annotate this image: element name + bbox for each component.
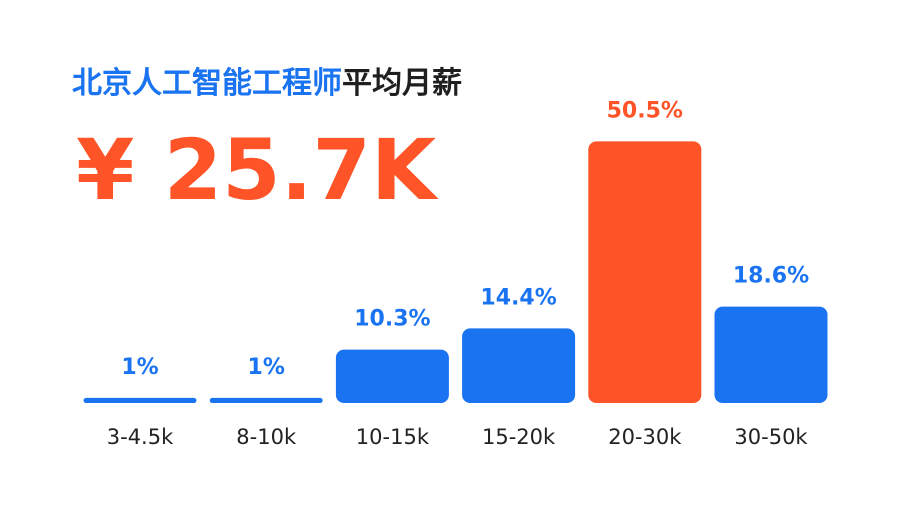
- value-label: 1%: [248, 355, 285, 380]
- bar: [588, 141, 702, 403]
- chart-title: 北京人工智能工程师平均月薪: [72, 66, 462, 101]
- headline: ¥ 25.7K: [76, 121, 439, 219]
- bar: [714, 306, 828, 403]
- x-tick-label: 30-50k: [734, 425, 808, 449]
- value-label: 50.5%: [607, 98, 683, 123]
- x-tick-label: 15-20k: [482, 425, 556, 449]
- bar: [335, 349, 449, 403]
- x-tick-label: 3-4.5k: [107, 425, 174, 449]
- x-tick-label: 8-10k: [236, 425, 297, 449]
- value-label: 14.4%: [480, 285, 556, 310]
- value-label: 1%: [121, 355, 158, 380]
- value-label: 10.3%: [354, 307, 430, 332]
- x-tick-label: 10-15k: [356, 425, 430, 449]
- title-part: 平均月薪: [342, 66, 462, 101]
- value-label: 18.6%: [733, 264, 809, 289]
- title-part: 北京人工智能工程师: [72, 66, 342, 101]
- bar: [83, 397, 197, 403]
- x-tick-label: 20-30k: [608, 425, 682, 449]
- bar: [209, 397, 323, 403]
- bar: [462, 328, 576, 403]
